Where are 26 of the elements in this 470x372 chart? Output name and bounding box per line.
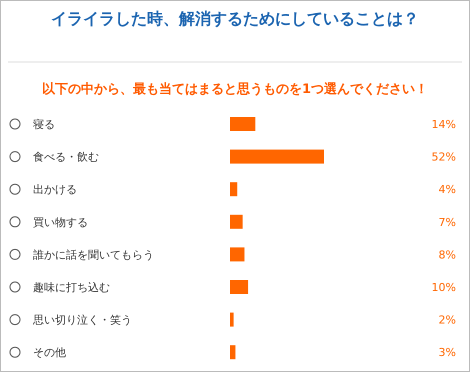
y-tick-label: 買い物する	[33, 216, 88, 229]
chart-subtitle: 以下の中から、最も当てはまると思うものを1つ選んでください！	[42, 82, 428, 97]
data-label: 52%	[432, 150, 456, 164]
data-label: 14%	[432, 118, 456, 131]
bar	[230, 182, 238, 196]
data-label: 10%	[432, 281, 456, 294]
bar	[230, 247, 244, 262]
data-label: 7%	[438, 216, 456, 229]
y-tick-label: 食べる・飲む	[33, 150, 99, 164]
data-label: 2%	[438, 314, 456, 327]
bar	[230, 280, 248, 294]
data-label: 3%	[438, 346, 456, 360]
bar	[230, 345, 236, 360]
y-tick-label: 出かける	[33, 183, 77, 196]
y-tick-label: 思い切り泣く・笑う	[32, 314, 132, 327]
data-label: 4%	[438, 183, 456, 196]
y-tick-label: 誰かに話を聞いてもらう	[33, 248, 154, 262]
bar	[230, 150, 324, 164]
y-tick-label: その他	[33, 346, 66, 360]
bar	[230, 214, 243, 229]
y-tick-label: 趣味に打ち込む	[33, 281, 110, 294]
y-tick-label: 寝る	[33, 118, 55, 131]
chart-title: イライラした時、解消するためにしていることは？	[51, 9, 419, 28]
bar	[230, 312, 234, 327]
data-label: 8%	[438, 248, 456, 262]
bar	[230, 117, 256, 131]
